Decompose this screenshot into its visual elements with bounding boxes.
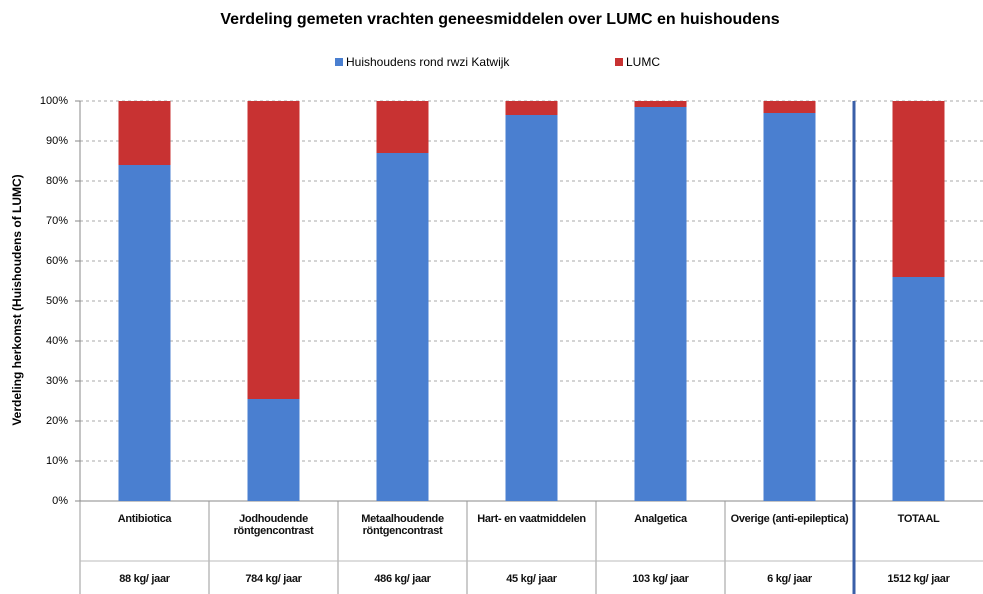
legend-label: LUMC — [626, 55, 660, 69]
y-axis-label: Verdeling herkomst (Huishoudens of LUMC) — [10, 174, 24, 425]
bar-segment — [763, 113, 816, 501]
category-label: Metaalhoudende röntgencontrast — [361, 513, 444, 537]
legend-swatch — [335, 58, 343, 66]
category-sublabel: 6 kg/ jaar — [767, 573, 812, 585]
legend-swatch — [615, 58, 623, 66]
y-tick-label: 20% — [46, 415, 68, 427]
category-label: TOTAAL — [897, 513, 940, 525]
bar-segment — [247, 101, 300, 399]
y-tick-label: 100% — [40, 95, 68, 107]
y-tick-label: 40% — [46, 335, 68, 347]
category-sublabel: 45 kg/ jaar — [506, 573, 557, 585]
category-sublabel: 103 kg/ jaar — [632, 573, 689, 585]
category-sublabel: 88 kg/ jaar — [119, 573, 170, 585]
category-label: Analgetica — [634, 513, 687, 525]
bar-segment — [634, 107, 687, 501]
bar-segment — [763, 101, 816, 113]
y-tick-label: 70% — [46, 215, 68, 227]
y-tick-label: 60% — [46, 255, 68, 267]
bar-segment — [505, 101, 558, 115]
bar-segment — [892, 101, 945, 277]
bar-segment — [247, 399, 300, 501]
y-tick-label: 90% — [46, 135, 68, 147]
chart-title: Verdeling gemeten vrachten geneesmiddele… — [220, 11, 779, 28]
bar-segment — [376, 101, 429, 153]
y-tick-label: 50% — [46, 295, 68, 307]
y-tick-label: 0% — [52, 495, 68, 507]
category-label: Antibiotica — [117, 513, 172, 525]
y-tick-label: 80% — [46, 175, 68, 187]
bar-segment — [118, 101, 171, 165]
bar-segment — [376, 153, 429, 501]
category-label: Hart- en vaatmiddelen — [477, 513, 586, 525]
bar-segment — [892, 277, 945, 501]
bar-segment — [118, 165, 171, 501]
category-sublabel: 784 kg/ jaar — [245, 573, 302, 585]
legend-label: Huishoudens rond rwzi Katwijk — [346, 55, 510, 69]
category-label: Jodhoudende röntgencontrast — [233, 513, 314, 537]
y-tick-label: 10% — [46, 455, 68, 467]
category-label: Overige (anti-epileptica) — [730, 513, 849, 525]
bar-segment — [634, 101, 687, 107]
bar-segment — [505, 115, 558, 501]
category-sublabel: 486 kg/ jaar — [374, 573, 431, 585]
category-sublabel: 1512 kg/ jaar — [887, 573, 950, 585]
y-tick-label: 30% — [46, 375, 68, 387]
